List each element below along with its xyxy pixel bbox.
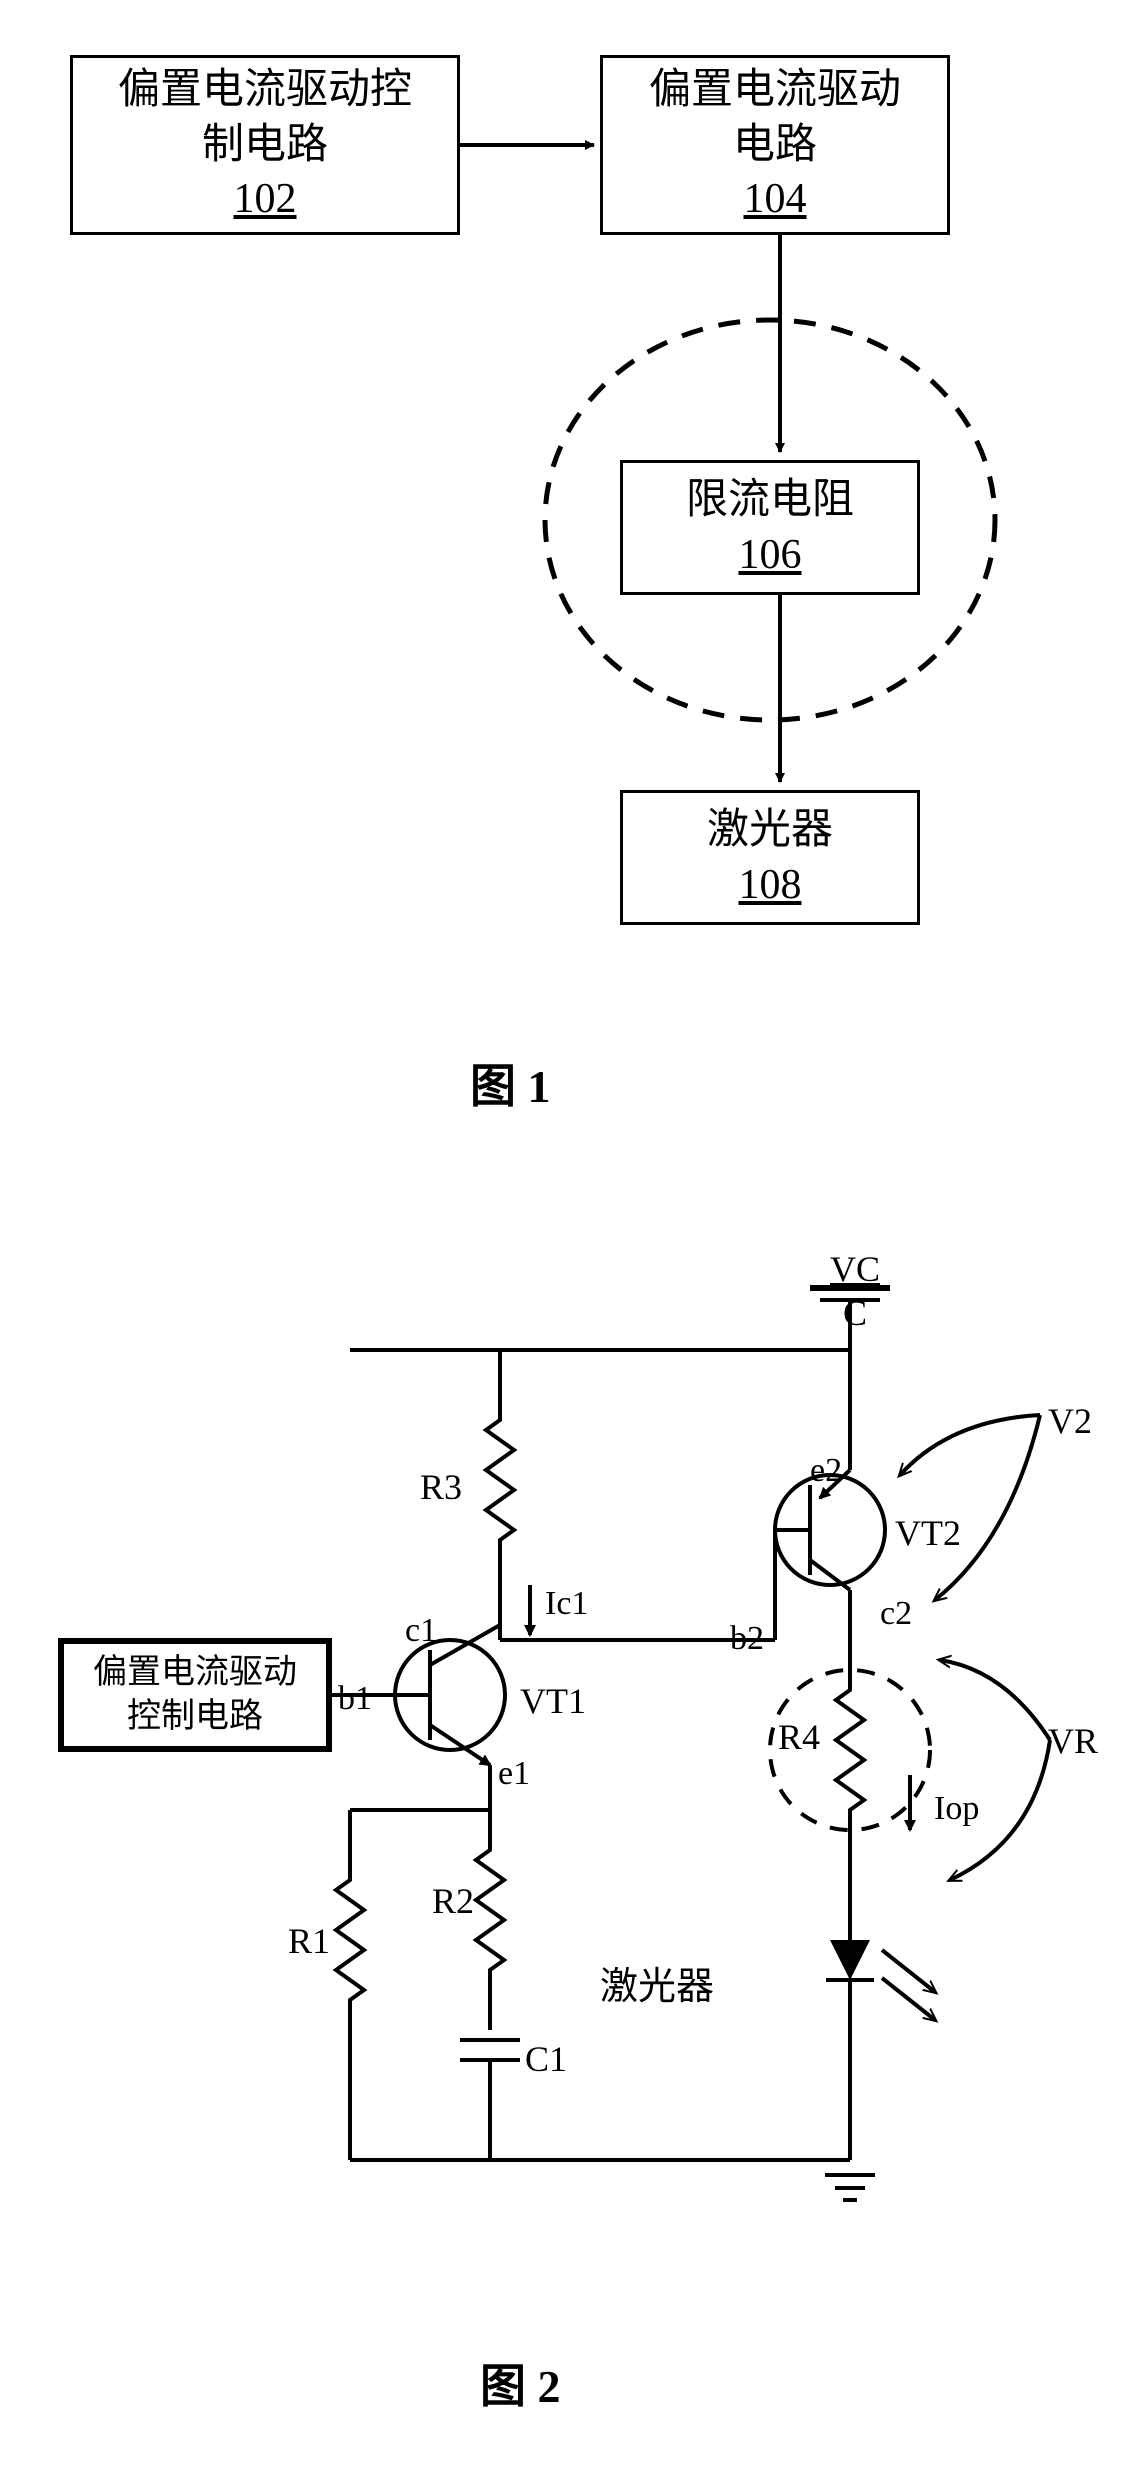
label-e1: e1 (498, 1755, 530, 1793)
fig2-caption: 图 2 (480, 2350, 561, 2416)
label-b2: b2 (730, 1620, 764, 1658)
label-c1cap: C1 (525, 2038, 567, 2080)
label-vt1: VT1 (520, 1680, 586, 1722)
page: 偏置电流驱动控 制电路 102 偏置电流驱动 电路 104 限流电阻 106 激… (0, 0, 1135, 2467)
label-r1: R1 (288, 1920, 330, 1962)
label-vr: VR (1048, 1720, 1098, 1762)
label-iop: Iop (934, 1790, 979, 1828)
fig2-svg (30, 1240, 1105, 2270)
fig1-svg (0, 0, 1135, 1000)
label-c2: c2 (880, 1595, 912, 1633)
control-box: 偏置电流驱动 控制电路 (60, 1640, 330, 1750)
label-vcc-1: VC (830, 1248, 880, 1290)
label-vcc-2: C (843, 1292, 867, 1334)
control-box-l2: 控制电路 (127, 1695, 263, 1739)
label-r3: R3 (420, 1466, 462, 1508)
label-laser: 激光器 (600, 1955, 714, 2010)
label-c1: c1 (405, 1612, 437, 1650)
control-box-l1: 偏置电流驱动 (93, 1651, 297, 1695)
label-e2: e2 (810, 1452, 842, 1490)
label-b1: b1 (338, 1680, 372, 1718)
fig1-caption: 图 1 (470, 1050, 551, 1116)
label-r2: R2 (432, 1880, 474, 1922)
label-r4: R4 (778, 1716, 820, 1758)
label-ic1: Ic1 (545, 1585, 588, 1623)
label-v2: V2 (1048, 1400, 1092, 1442)
label-vt2: VT2 (895, 1512, 961, 1554)
